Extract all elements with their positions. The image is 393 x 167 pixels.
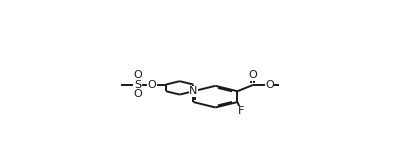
Text: S: S bbox=[134, 79, 141, 90]
Text: F: F bbox=[238, 106, 244, 116]
Text: O: O bbox=[248, 70, 257, 80]
Text: O: O bbox=[133, 89, 142, 99]
Text: O: O bbox=[133, 70, 142, 80]
Text: O: O bbox=[265, 80, 274, 90]
Text: O: O bbox=[148, 79, 156, 90]
Text: N: N bbox=[189, 86, 198, 96]
